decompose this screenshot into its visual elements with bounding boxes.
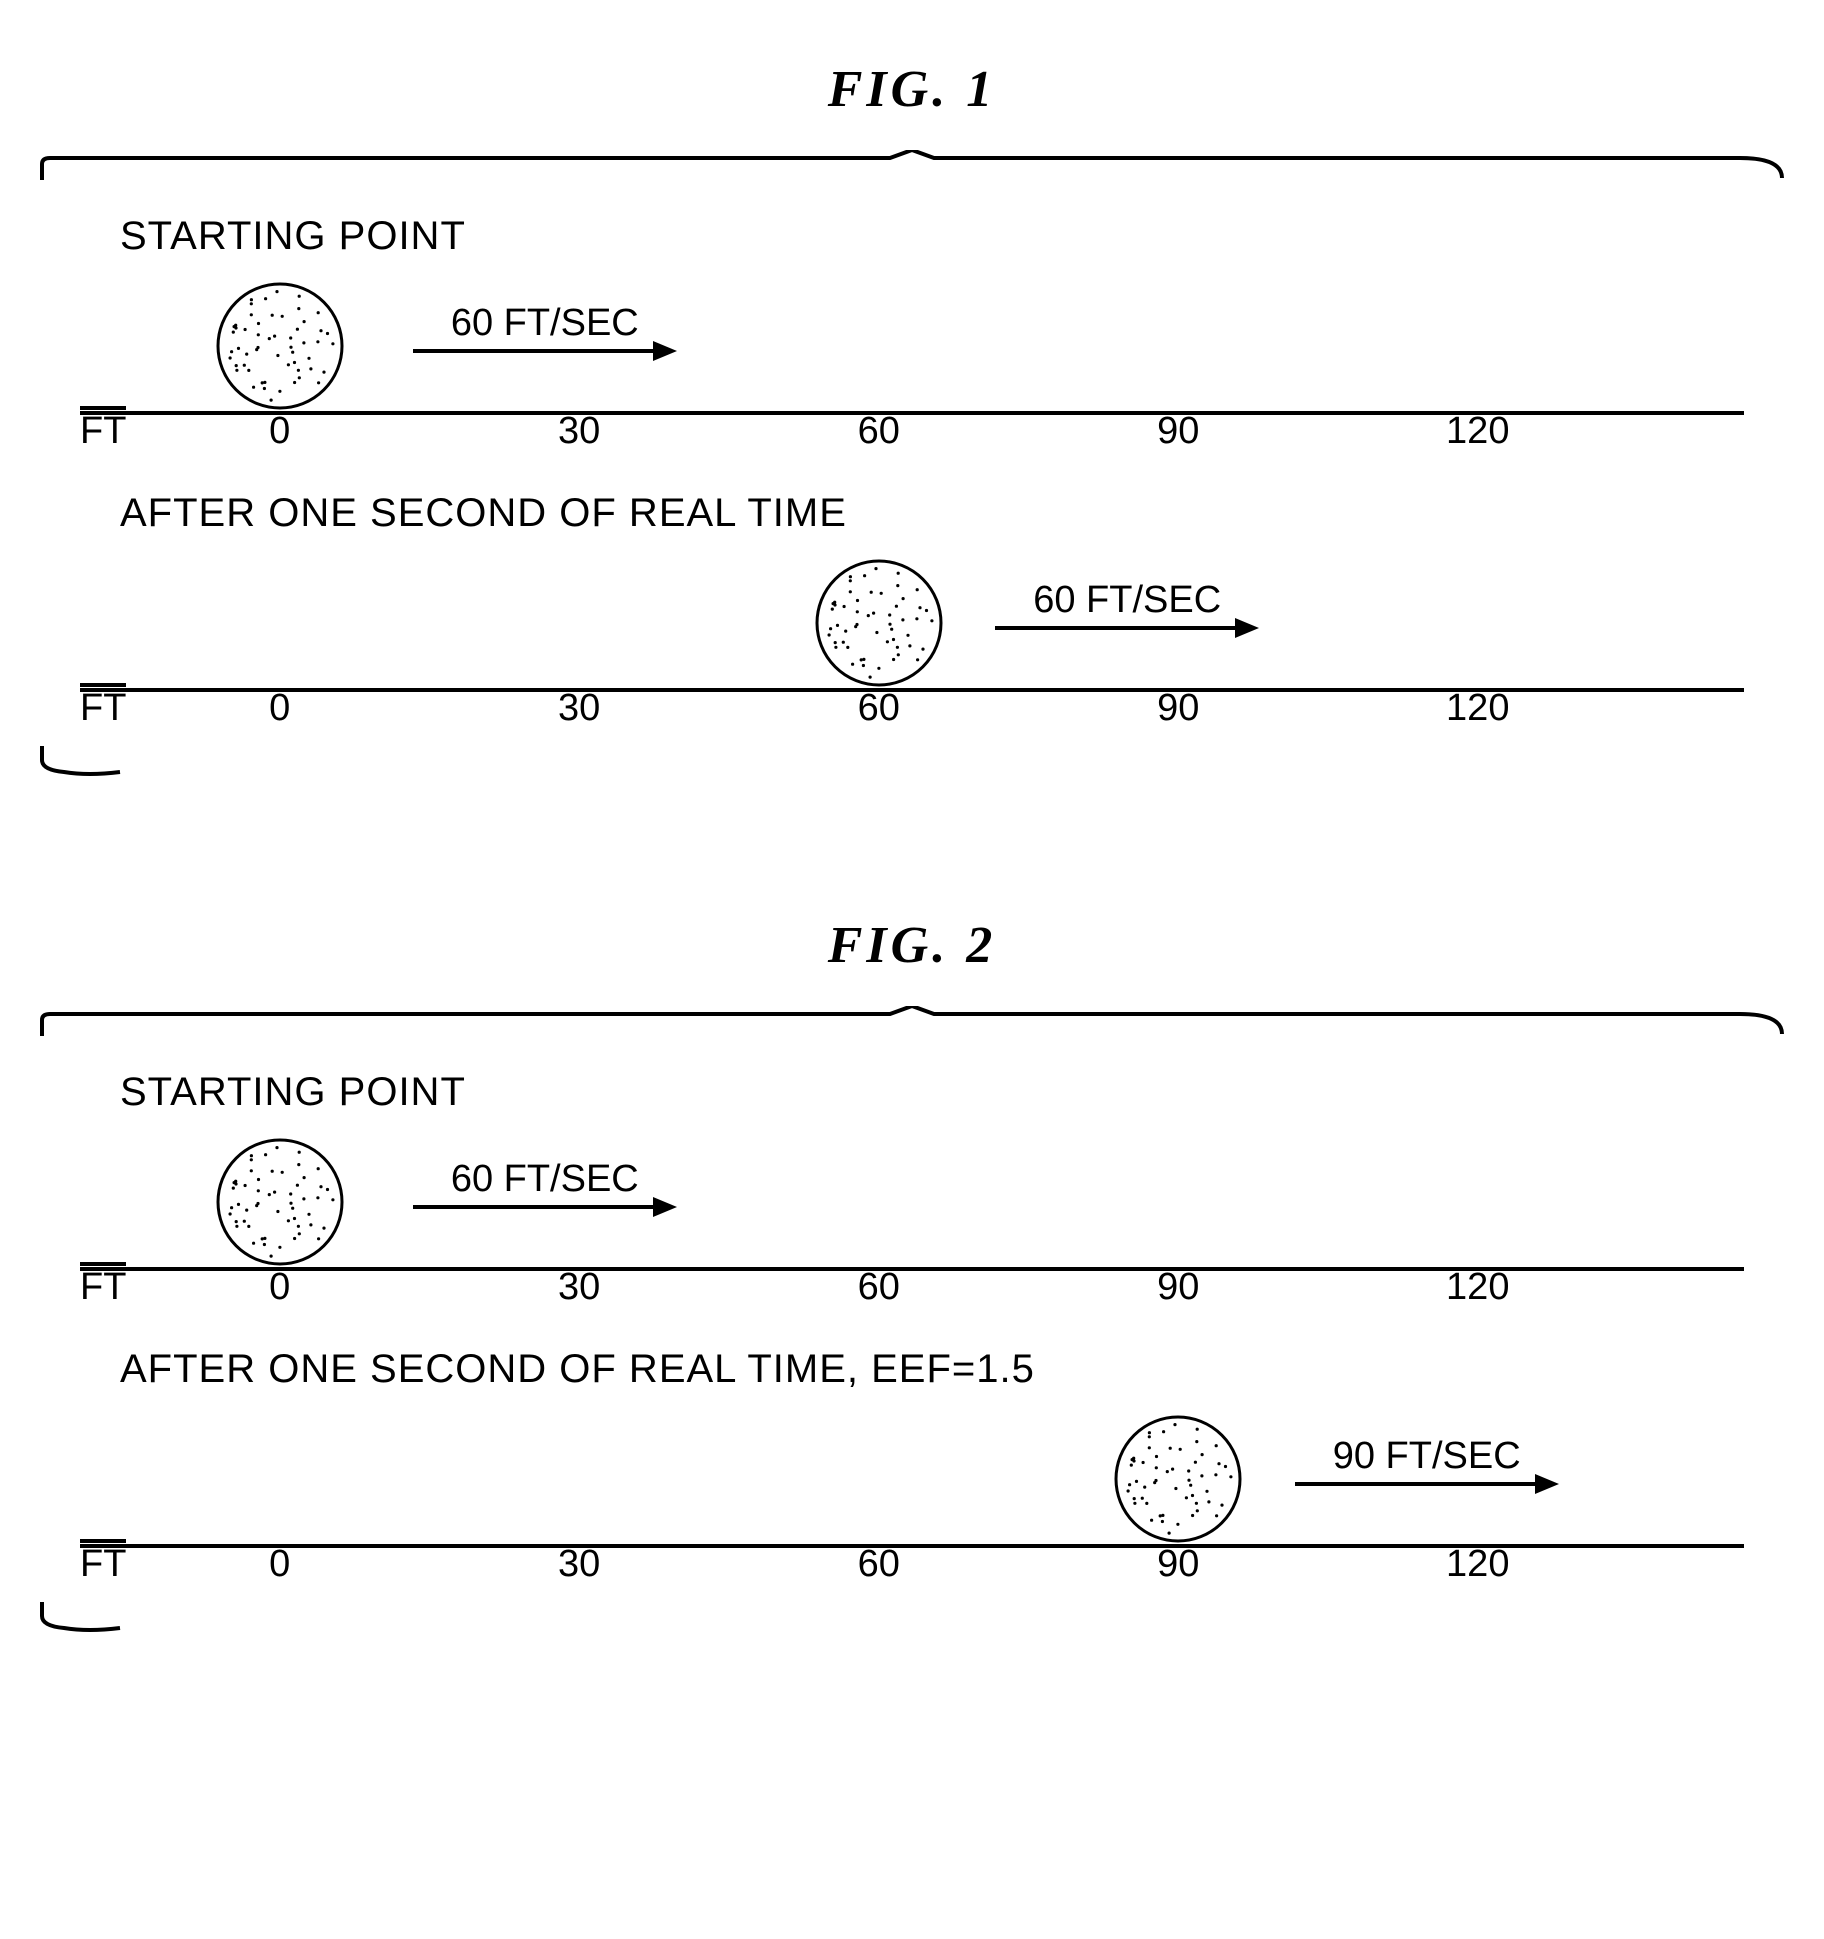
- axis-ticks: FT0306090120: [80, 413, 1744, 453]
- axis-tick: 90: [1157, 1266, 1199, 1309]
- axis-tick: 60: [858, 1543, 900, 1586]
- axis-unit: FT: [80, 1262, 126, 1309]
- speed-text: 90 FT/SEC: [1295, 1435, 1559, 1478]
- speed-text: 60 FT/SEC: [413, 302, 677, 345]
- axis-tick: 120: [1446, 1266, 1509, 1309]
- axis-tick: 0: [269, 687, 290, 730]
- axis-unit: FT: [80, 1539, 126, 1586]
- axis-tick: 120: [1446, 410, 1509, 453]
- bracket-bottom: [40, 746, 1784, 776]
- axis-tick: 120: [1446, 687, 1509, 730]
- diagram-panel: STARTING POINT 60 FT/SEC FT0306090120: [40, 1036, 1784, 1313]
- figure-title-wrap: FIG. 1: [40, 60, 1784, 150]
- ball: [215, 281, 345, 411]
- panel-caption: STARTING POINT: [120, 1070, 1744, 1115]
- axis-tick: 60: [858, 687, 900, 730]
- bracket-top: [40, 1006, 1784, 1036]
- speed-text: 60 FT/SEC: [413, 1158, 677, 1201]
- speed-label: 60 FT/SEC: [413, 302, 677, 361]
- axis-tick: 60: [858, 410, 900, 453]
- axis-tick: 30: [558, 687, 600, 730]
- ball: [215, 1137, 345, 1267]
- figure: FIG. 2 STARTING POINT 60 FT/SEC FT030609…: [40, 916, 1784, 1632]
- axis-tick: 30: [558, 410, 600, 453]
- axis-tick: 120: [1446, 1543, 1509, 1586]
- diagram-panel: AFTER ONE SECOND OF REAL TIME, EEF=1.5 9…: [40, 1313, 1784, 1590]
- scene: 60 FT/SEC FT0306090120: [80, 554, 1744, 724]
- axis-ticks: FT0306090120: [80, 1269, 1744, 1309]
- panel-caption: AFTER ONE SECOND OF REAL TIME, EEF=1.5: [120, 1347, 1744, 1392]
- figure-title: FIG. 2: [828, 916, 996, 975]
- axis-tick: 0: [269, 410, 290, 453]
- speed-label: 60 FT/SEC: [995, 579, 1259, 638]
- scene: 60 FT/SEC FT0306090120: [80, 277, 1744, 447]
- axis-tick: 90: [1157, 1543, 1199, 1586]
- panel-caption: AFTER ONE SECOND OF REAL TIME: [120, 491, 1744, 536]
- bracket-bottom: [40, 1602, 1784, 1632]
- bracket-top: [40, 150, 1784, 180]
- speed-label: 60 FT/SEC: [413, 1158, 677, 1217]
- axis-unit: FT: [80, 683, 126, 730]
- axis-tick: 60: [858, 1266, 900, 1309]
- axis-tick: 90: [1157, 410, 1199, 453]
- axis-tick: 0: [269, 1266, 290, 1309]
- scene: 60 FT/SEC FT0306090120: [80, 1133, 1744, 1303]
- axis-tick: 0: [269, 1543, 290, 1586]
- axis-tick: 90: [1157, 687, 1199, 730]
- speed-label: 90 FT/SEC: [1295, 1435, 1559, 1494]
- figure: FIG. 1 STARTING POINT 60 FT/SEC FT030609…: [40, 60, 1784, 776]
- ball: [814, 558, 944, 688]
- panel-caption: STARTING POINT: [120, 214, 1744, 259]
- axis-tick: 30: [558, 1543, 600, 1586]
- diagram-panel: AFTER ONE SECOND OF REAL TIME 60 FT/SEC …: [40, 457, 1784, 734]
- ball: [1113, 1414, 1243, 1544]
- speed-text: 60 FT/SEC: [995, 579, 1259, 622]
- axis-ticks: FT0306090120: [80, 690, 1744, 730]
- diagram-panel: STARTING POINT 60 FT/SEC FT0306090120: [40, 180, 1784, 457]
- figure-title-wrap: FIG. 2: [40, 916, 1784, 1006]
- scene: 90 FT/SEC FT0306090120: [80, 1410, 1744, 1580]
- axis-ticks: FT0306090120: [80, 1546, 1744, 1586]
- axis-unit: FT: [80, 406, 126, 453]
- axis-tick: 30: [558, 1266, 600, 1309]
- figure-title: FIG. 1: [828, 60, 996, 119]
